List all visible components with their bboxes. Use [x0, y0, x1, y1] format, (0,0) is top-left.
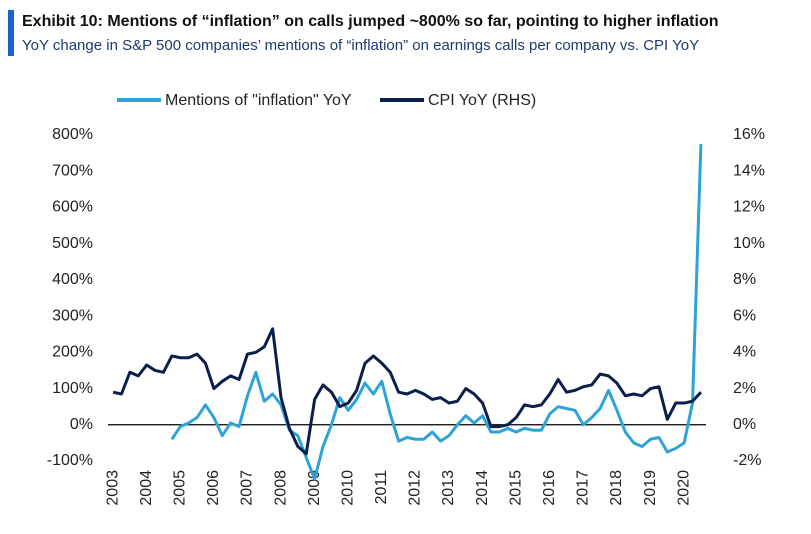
y-tick-label: 600% — [52, 199, 93, 216]
x-tick-label: 2010 — [339, 470, 356, 506]
y2-tick-label: 8% — [733, 271, 756, 288]
y2-tick-label: 6% — [733, 307, 756, 324]
series-line — [112, 327, 703, 456]
x-tick-label: 2011 — [373, 470, 390, 505]
y2-tick-label: 16% — [733, 126, 765, 143]
y2-tick-label: 0% — [733, 416, 756, 433]
y2-tick-label: 12% — [733, 199, 765, 216]
x-tick-label: 2008 — [272, 470, 289, 506]
x-tick-label: 2003 — [104, 470, 121, 506]
y-tick-label: 700% — [52, 162, 93, 179]
y-tick-label: 800% — [52, 126, 93, 143]
x-tick-label: 2006 — [205, 470, 222, 506]
x-tick-label: 2009 — [306, 470, 323, 506]
y-tick-label: 400% — [52, 271, 93, 288]
chart-title: Exhibit 10: Mentions of “inflation” on c… — [22, 13, 719, 30]
title-accent — [8, 10, 14, 56]
legend-label: CPI YoY (RHS) — [428, 92, 536, 109]
x-tick-label: 2019 — [642, 470, 659, 506]
y-tick-label: 200% — [52, 344, 93, 361]
y-tick-label: 0% — [70, 416, 93, 433]
series-line — [170, 144, 703, 481]
x-tick-label: 2020 — [675, 470, 692, 506]
y2-tick-label: -2% — [733, 452, 761, 469]
y2-tick-label: 2% — [733, 380, 756, 397]
x-tick-label: 2017 — [575, 470, 592, 506]
y-tick-label: 500% — [52, 235, 93, 252]
y2-tick-label: 10% — [733, 235, 765, 252]
y2-tick-label: 4% — [733, 344, 756, 361]
y-tick-label: -100% — [47, 452, 93, 469]
x-tick-label: 2007 — [239, 470, 256, 506]
y-tick-label: 100% — [52, 380, 93, 397]
x-tick-label: 2015 — [507, 470, 524, 506]
x-tick-label: 2013 — [440, 470, 457, 506]
y2-tick-label: 14% — [733, 162, 765, 179]
x-tick-label: 2004 — [138, 470, 155, 506]
x-tick-label: 2014 — [474, 470, 491, 506]
x-tick-label: 2012 — [407, 470, 424, 506]
x-tick-label: 2005 — [171, 470, 188, 506]
y-tick-label: 300% — [52, 307, 93, 324]
chart-subtitle: YoY change in S&P 500 companies’ mention… — [22, 37, 699, 54]
x-tick-label: 2016 — [541, 470, 558, 506]
x-tick-label: 2018 — [608, 470, 625, 506]
legend-label: Mentions of "inflation" YoY — [165, 92, 352, 109]
